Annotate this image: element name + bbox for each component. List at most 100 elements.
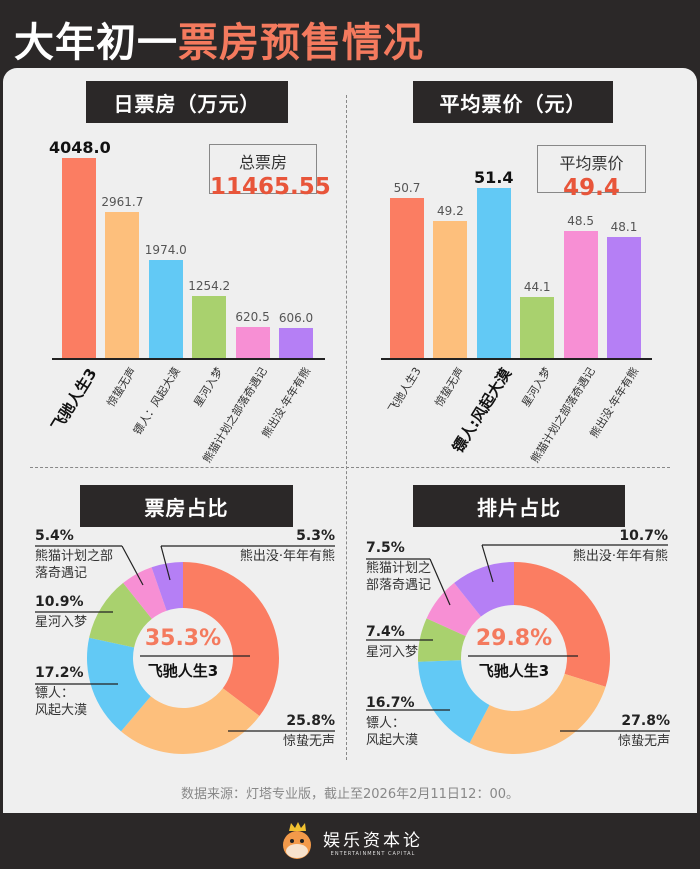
donut-slice [418,618,466,662]
bar-value-label: 620.5 [235,310,270,325]
bar-value-label: 1254.2 [188,279,231,294]
x-axis-line [52,358,325,360]
bar-value-label: 48.5 [567,214,594,229]
bar-value-label: 48.1 [610,220,638,235]
donut-label-name: 部落奇遇记 [366,578,432,593]
donut-label-percent: 10.9% [35,594,84,610]
leader-line [160,545,171,581]
screening-share-header: 排片占比 [413,485,625,527]
donut-label-name: 熊猫计划之部 [35,549,114,564]
donut-label-name: 惊蛰无声 [282,734,335,749]
bar [476,188,511,358]
bar [433,220,468,358]
bar [607,237,641,358]
donut-label: 7.4% 星河入梦 [366,624,418,661]
avg-price-header: 平均票价（元） [413,81,613,123]
bar-value-label: 51.4 [474,168,514,187]
box-share-header: 票房占比 [80,485,293,527]
bar [62,158,96,358]
donut-label-percent: 7.4% [366,624,405,640]
donut-label-name: 熊出没·年年有熊 [239,549,335,564]
donut-center-name: 飞驰人生3 [478,662,550,680]
bar [563,231,598,358]
bar [279,328,313,358]
donut-label-name: 星河入梦 [366,645,419,660]
donut-label: 10.9% 星河入梦 [35,594,87,631]
title-part1: 大年初一 [14,20,178,66]
page-title: 大年初一票房预售情况 [14,10,424,68]
donut-label-name: 风起大漠 [366,733,419,748]
donut-slice [454,562,514,617]
donut-label-percent: 27.8% [621,713,670,729]
total-box-office-value: 11465.55 [210,174,331,200]
bar-value-label: 44.1 [523,279,551,294]
donut-label-name: 星河入梦 [35,615,88,630]
total-box-office-box: 总票房 11465.55 [209,144,331,200]
footer: 娱乐资本论 ENTERTAINMENT CAPITAL [0,813,700,869]
bar [520,296,555,358]
donut-slice [87,637,151,732]
donut-slice [121,688,260,754]
title-part2: 票房预售情况 [178,20,424,66]
donut-label: 16.7% 镖人： 风起大漠 [366,695,418,749]
share-donut-charts [35,544,670,754]
donut-slice [469,673,606,754]
donut-label: 27.8% 惊蛰无声 [618,713,670,750]
donut-slice [123,567,167,619]
leader-line [429,558,451,606]
donut-label: 17.2% 镖人： 风起大漠 [35,665,87,719]
bar [105,211,140,358]
donut-label: 5.3% 熊出没·年年有熊 [240,528,335,565]
donut-label-name: 镖人： [366,716,406,731]
donut-slice [418,660,490,744]
donut-label-percent: 25.8% [286,713,335,729]
bar-value-label: 50.7 [393,181,421,196]
donut-label-name: 落奇遇记 [35,566,88,581]
donut-label: 25.8% 惊蛰无声 [283,713,335,750]
vertical-divider [346,95,347,760]
donut-label: 5.4% 熊猫计划之部 落奇遇记 [35,528,113,582]
donut-label-percent: 7.5% [366,540,405,556]
daily-box-office-chart: 4048.0 飞驰人生3 2961.7 惊蛰无声 1974.0 镖人：风起大漠 1254.2… [0,0,350,470]
daily-box-office-header: 日票房（万元） [86,81,288,123]
total-box-office-label: 总票房 [238,153,287,172]
donut-label-name: 风起大漠 [35,703,88,718]
data-source: 数据来源：灯塔专业版，截止至2026年2月11日12：00。 [181,787,519,802]
avg-price-label: 平均票价 [559,154,624,173]
donut-slice [426,582,481,637]
donut-slice [514,562,610,687]
x-axis-line [381,358,652,360]
donut-label-name: 熊猫计划之 [366,561,432,576]
bar [390,198,424,358]
mascot-logo-icon [283,822,311,859]
bar-value-label: 4048.0 [49,138,111,157]
leader-line [121,545,144,586]
donut-label: 10.7% 熊出没·年年有熊 [573,528,668,565]
donut-slice [89,582,152,648]
bar-value-label: 1974.0 [144,243,187,258]
donut-center-percent: 35.3% [144,626,222,651]
avg-price-value: 49.4 [563,175,620,201]
footer-logo: 娱乐资本论 ENTERTAINMENT CAPITAL [323,830,423,857]
donut-label-percent: 16.7% [366,695,415,711]
horizontal-divider [30,467,670,468]
donut-label-name: 镖人： [35,686,75,701]
bar [148,260,183,358]
donut-label: 7.5% 熊猫计划之部落奇遇记 [366,540,431,594]
donut-label-percent: 5.4% [35,528,74,544]
donut-label-percent: 5.3% [296,528,335,544]
donut-label-name: 惊蛰无声 [617,734,670,749]
donut-center-name: 飞驰人生3 [147,662,219,680]
donut-label-percent: 10.7% [619,528,668,544]
avg-price-box: 平均票价 49.4 [537,145,646,201]
bar-value-label: 2961.7 [101,194,144,209]
donut-slice [151,562,183,611]
avg-price-chart: 50.7 飞驰人生3 49.2 惊蛰无声 51.4 镖人:风起大漠 44.1 星河入梦 48.5… [381,168,652,465]
donut-center-percent: 29.8% [475,626,553,651]
bar-value-label: 606.0 [278,311,314,326]
donut-label-percent: 17.2% [35,665,84,681]
bar [235,327,270,358]
donut-slice [183,562,279,717]
bar [192,296,227,358]
donut-label-name: 熊出没·年年有熊 [572,549,668,564]
